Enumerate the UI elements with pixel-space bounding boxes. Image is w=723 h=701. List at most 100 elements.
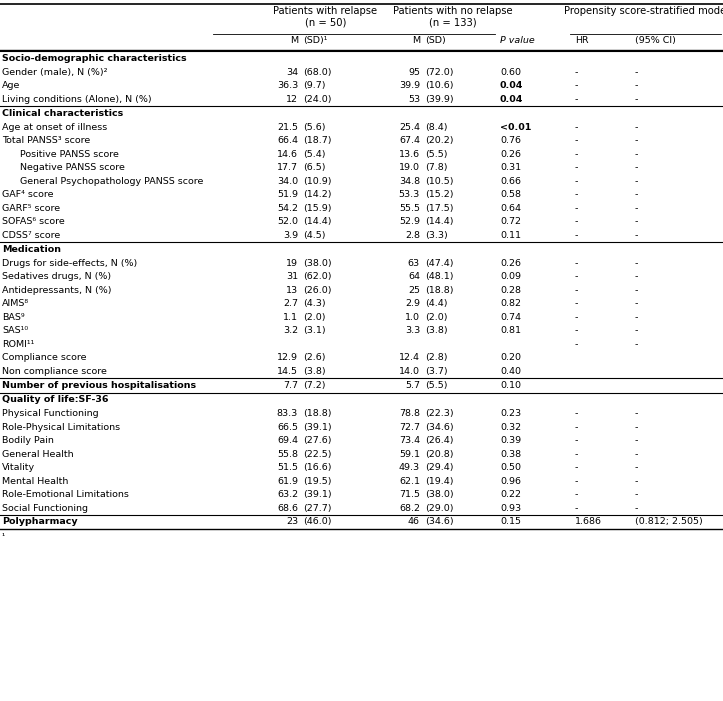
Text: 0.23: 0.23	[500, 409, 521, 418]
Text: 7.7: 7.7	[283, 381, 298, 390]
Text: 59.1: 59.1	[399, 450, 420, 458]
Text: -: -	[635, 217, 638, 226]
Text: -: -	[635, 409, 638, 418]
Text: (34.6): (34.6)	[425, 423, 453, 432]
Text: Physical Functioning: Physical Functioning	[2, 409, 98, 418]
Text: -: -	[635, 477, 638, 486]
Text: (39.1): (39.1)	[303, 490, 332, 499]
Text: 17.7: 17.7	[277, 163, 298, 172]
Text: -: -	[635, 463, 638, 472]
Text: -: -	[575, 436, 578, 445]
Text: (95% CI): (95% CI)	[635, 36, 676, 45]
Text: -: -	[575, 95, 578, 104]
Text: 1.1: 1.1	[283, 313, 298, 322]
Text: 34: 34	[286, 68, 298, 76]
Text: 55.5: 55.5	[399, 204, 420, 212]
Text: Number of previous hospitalisations: Number of previous hospitalisations	[2, 381, 196, 390]
Text: -: -	[635, 490, 638, 499]
Text: 0.11: 0.11	[500, 231, 521, 240]
Text: 3.9: 3.9	[283, 231, 298, 240]
Text: 0.38: 0.38	[500, 450, 521, 458]
Text: (14.4): (14.4)	[303, 217, 332, 226]
Text: ¹: ¹	[2, 533, 5, 541]
Text: (39.1): (39.1)	[303, 423, 332, 432]
Text: (29.4): (29.4)	[425, 463, 453, 472]
Text: 51.5: 51.5	[277, 463, 298, 472]
Text: 0.60: 0.60	[500, 68, 521, 76]
Text: 25: 25	[408, 286, 420, 294]
Text: (38.0): (38.0)	[425, 490, 453, 499]
Text: -: -	[575, 340, 578, 349]
Text: 0.09: 0.09	[500, 272, 521, 281]
Text: -: -	[575, 326, 578, 335]
Text: GARF⁵ score: GARF⁵ score	[2, 204, 60, 212]
Text: -: -	[575, 490, 578, 499]
Text: (4.4): (4.4)	[425, 299, 448, 308]
Text: ROMI¹¹: ROMI¹¹	[2, 340, 35, 349]
Text: Living conditions (Alone), N (%): Living conditions (Alone), N (%)	[2, 95, 152, 104]
Text: -: -	[575, 259, 578, 268]
Text: 0.96: 0.96	[500, 477, 521, 486]
Text: -: -	[575, 190, 578, 199]
Text: -: -	[575, 204, 578, 212]
Text: -: -	[575, 463, 578, 472]
Text: -: -	[635, 95, 638, 104]
Text: (19.5): (19.5)	[303, 477, 332, 486]
Text: BAS⁹: BAS⁹	[2, 313, 25, 322]
Text: 0.04: 0.04	[500, 81, 523, 90]
Text: GAF⁴ score: GAF⁴ score	[2, 190, 54, 199]
Text: Age: Age	[2, 81, 20, 90]
Text: (10.5): (10.5)	[425, 177, 453, 186]
Text: CDSS⁷ score: CDSS⁷ score	[2, 231, 60, 240]
Text: -: -	[635, 136, 638, 145]
Text: Patients with relapse
(n = 50): Patients with relapse (n = 50)	[273, 6, 377, 27]
Text: (22.3): (22.3)	[425, 409, 453, 418]
Text: -: -	[575, 299, 578, 308]
Text: 53.3: 53.3	[399, 190, 420, 199]
Text: (3.7): (3.7)	[425, 367, 448, 376]
Text: 21.5: 21.5	[277, 123, 298, 132]
Text: 0.28: 0.28	[500, 286, 521, 294]
Text: 14.6: 14.6	[277, 150, 298, 158]
Text: -: -	[575, 163, 578, 172]
Text: 36.3: 36.3	[277, 81, 298, 90]
Text: (15.9): (15.9)	[303, 204, 332, 212]
Text: (72.0): (72.0)	[425, 68, 453, 76]
Text: Drugs for side-effects, N (%): Drugs for side-effects, N (%)	[2, 259, 137, 268]
Text: -: -	[575, 123, 578, 132]
Text: 95: 95	[408, 68, 420, 76]
Text: (5.5): (5.5)	[425, 381, 448, 390]
Text: 25.4: 25.4	[399, 123, 420, 132]
Text: (22.5): (22.5)	[303, 450, 332, 458]
Text: 5.7: 5.7	[405, 381, 420, 390]
Text: -: -	[575, 409, 578, 418]
Text: (7.8): (7.8)	[425, 163, 448, 172]
Text: (34.6): (34.6)	[425, 517, 453, 526]
Text: 13: 13	[286, 286, 298, 294]
Text: -: -	[575, 231, 578, 240]
Text: Positive PANSS score: Positive PANSS score	[20, 150, 119, 158]
Text: (2.6): (2.6)	[303, 353, 325, 362]
Text: (16.6): (16.6)	[303, 463, 332, 472]
Text: 2.8: 2.8	[405, 231, 420, 240]
Text: -: -	[575, 217, 578, 226]
Text: 3.3: 3.3	[405, 326, 420, 335]
Text: SAS¹⁰: SAS¹⁰	[2, 326, 28, 335]
Text: (5.5): (5.5)	[425, 150, 448, 158]
Text: 64: 64	[408, 272, 420, 281]
Text: -: -	[635, 286, 638, 294]
Text: Negative PANSS score: Negative PANSS score	[20, 163, 125, 172]
Text: 46: 46	[408, 517, 420, 526]
Text: -: -	[575, 504, 578, 512]
Text: -: -	[635, 190, 638, 199]
Text: P value: P value	[500, 36, 535, 45]
Text: (24.0): (24.0)	[303, 95, 332, 104]
Text: (SD)¹: (SD)¹	[303, 36, 328, 45]
Text: (39.9): (39.9)	[425, 95, 453, 104]
Text: -: -	[635, 259, 638, 268]
Text: 0.64: 0.64	[500, 204, 521, 212]
Text: 2.9: 2.9	[405, 299, 420, 308]
Text: 23: 23	[286, 517, 298, 526]
Text: 0.58: 0.58	[500, 190, 521, 199]
Text: 2.7: 2.7	[283, 299, 298, 308]
